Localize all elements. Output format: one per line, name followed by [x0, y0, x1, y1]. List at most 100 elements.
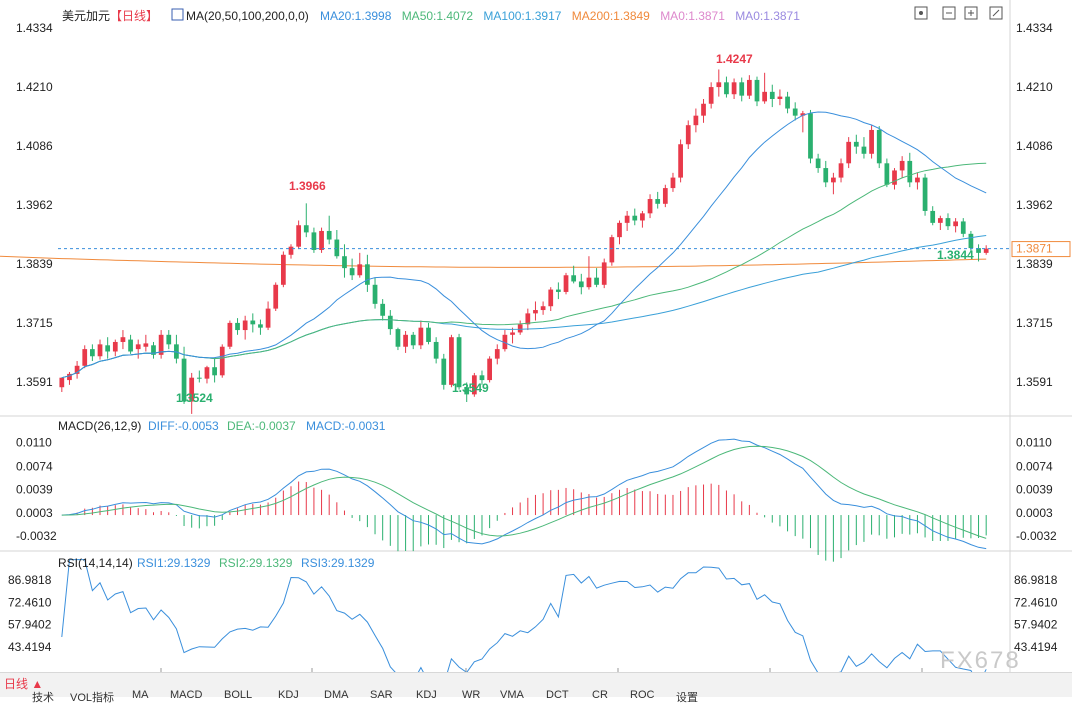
candle-body[interactable]: [479, 375, 485, 381]
candle-body[interactable]: [426, 327, 431, 342]
candle-body[interactable]: [395, 329, 401, 347]
indicator-tab[interactable]: WR: [462, 689, 481, 701]
candle-body[interactable]: [609, 237, 615, 263]
candle-body[interactable]: [235, 322, 240, 331]
candle-body[interactable]: [517, 324, 523, 333]
candle-body[interactable]: [105, 345, 111, 352]
candle-body[interactable]: [731, 82, 737, 95]
candle-body[interactable]: [525, 313, 531, 325]
candle-body[interactable]: [242, 320, 248, 331]
candle-body[interactable]: [922, 177, 928, 211]
candle-body[interactable]: [640, 213, 645, 221]
candle-body[interactable]: [617, 222, 622, 238]
minus-icon[interactable]: [942, 6, 956, 20]
toolbar-icons[interactable]: [914, 6, 1003, 20]
candle-body[interactable]: [494, 349, 500, 359]
candle-body[interactable]: [815, 158, 821, 169]
candle-body[interactable]: [831, 177, 836, 183]
candle-body[interactable]: [968, 233, 974, 249]
candle-body[interactable]: [158, 334, 164, 355]
candle-body[interactable]: [884, 163, 890, 185]
candle-body[interactable]: [678, 144, 683, 178]
candle-body[interactable]: [273, 284, 279, 309]
candle-body[interactable]: [380, 303, 386, 316]
candle-body[interactable]: [250, 320, 256, 325]
indicator-tab[interactable]: DMA: [324, 689, 349, 701]
candle-body[interactable]: [82, 349, 88, 366]
candle-body[interactable]: [693, 115, 699, 126]
candle-body[interactable]: [785, 96, 790, 109]
candle-body[interactable]: [632, 215, 638, 221]
candle-body[interactable]: [280, 254, 286, 285]
indicator-tab[interactable]: 技术: [32, 692, 54, 704]
candle-body[interactable]: [334, 239, 340, 257]
candle-body[interactable]: [74, 365, 80, 374]
period-selector[interactable]: 日线 ▲: [4, 677, 44, 691]
candle-body[interactable]: [899, 160, 905, 171]
candle-body[interactable]: [120, 337, 126, 342]
candle-body[interactable]: [204, 367, 210, 379]
candle-body[interactable]: [112, 341, 118, 352]
candle-body[interactable]: [418, 327, 424, 346]
indicator-tab[interactable]: SAR: [370, 689, 393, 701]
candle-body[interactable]: [746, 79, 752, 96]
candle-body[interactable]: [151, 345, 156, 355]
candle-body[interactable]: [907, 160, 913, 183]
candle-body[interactable]: [724, 82, 729, 95]
candle-body[interactable]: [701, 103, 706, 116]
candle-body[interactable]: [410, 334, 416, 346]
candle-body[interactable]: [181, 358, 187, 402]
candle-body[interactable]: [601, 262, 607, 285]
candle-body[interactable]: [319, 230, 324, 251]
candle-body[interactable]: [303, 225, 309, 233]
candles[interactable]: [59, 69, 989, 414]
candle-body[interactable]: [983, 248, 989, 253]
candle-body[interactable]: [357, 264, 363, 276]
candle-body[interactable]: [464, 387, 470, 395]
candle-body[interactable]: [502, 334, 508, 350]
candle-body[interactable]: [196, 377, 202, 379]
candle-body[interactable]: [288, 246, 294, 255]
candle-body[interactable]: [219, 346, 225, 376]
candle-body[interactable]: [976, 248, 981, 253]
candle-body[interactable]: [90, 349, 95, 357]
candle-body[interactable]: [487, 358, 492, 381]
candle-body[interactable]: [578, 281, 584, 288]
ma-toggle-icon[interactable]: [171, 8, 184, 21]
candle-body[interactable]: [685, 125, 691, 145]
candle-body[interactable]: [59, 377, 65, 388]
candle-body[interactable]: [510, 332, 515, 335]
candle-body[interactable]: [754, 79, 760, 102]
candle-body[interactable]: [212, 367, 217, 376]
candle-body[interactable]: [166, 334, 172, 345]
candle-body[interactable]: [777, 96, 783, 99]
candle-body[interactable]: [800, 113, 806, 116]
candle-body[interactable]: [594, 277, 599, 285]
candle-body[interactable]: [365, 264, 370, 285]
indicator-tab[interactable]: VOL指标: [70, 692, 115, 704]
candle-body[interactable]: [342, 256, 347, 269]
candle-body[interactable]: [372, 284, 378, 304]
candle-body[interactable]: [892, 170, 897, 185]
candle-body[interactable]: [838, 163, 844, 178]
candle-body[interactable]: [540, 306, 546, 311]
candle-body[interactable]: [433, 341, 439, 359]
plus-icon[interactable]: [964, 6, 978, 20]
candle-body[interactable]: [449, 337, 454, 385]
candle-body[interactable]: [953, 221, 958, 227]
candle-body[interactable]: [662, 188, 668, 204]
candle-body[interactable]: [869, 129, 874, 154]
candle-body[interactable]: [227, 322, 233, 347]
period-label[interactable]: 【日线】: [110, 9, 158, 23]
candle-body[interactable]: [762, 91, 768, 102]
candle-body[interactable]: [349, 268, 355, 276]
candle-body[interactable]: [792, 108, 798, 116]
candle-body[interactable]: [960, 221, 966, 234]
candle-body[interactable]: [143, 343, 149, 347]
candle-body[interactable]: [265, 308, 271, 328]
candle-body[interactable]: [471, 375, 477, 395]
candle-body[interactable]: [548, 289, 554, 307]
candle-body[interactable]: [258, 324, 263, 328]
candle-body[interactable]: [808, 113, 813, 159]
candle-body[interactable]: [563, 275, 569, 292]
